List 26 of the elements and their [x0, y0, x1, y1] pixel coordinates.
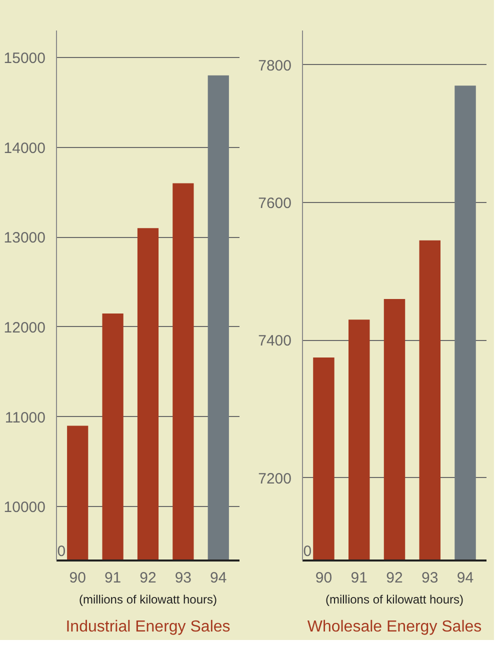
annotation: 0	[303, 543, 312, 560]
text: (millions of kilowatt hours)	[325, 592, 464, 606]
y-tick-label: 15000	[4, 50, 46, 67]
x-tick-label: 92	[386, 570, 403, 586]
x-tick-label: 94	[456, 570, 474, 586]
y-tick-label: 7800	[258, 57, 292, 74]
y-tick-label: 7600	[258, 195, 292, 212]
x-tick-label: 90	[315, 570, 332, 586]
y-tick-label: 11000	[4, 409, 46, 426]
text: Wholesale Energy Sales	[307, 618, 482, 636]
y-tick-label: 10000	[4, 499, 46, 516]
annotation: 0	[57, 543, 66, 560]
y-tick-label: 12000	[4, 319, 46, 336]
x-tick-label: 92	[140, 570, 156, 586]
y-tick-label: 13000	[4, 230, 46, 247]
text: Industrial Energy Sales	[66, 618, 230, 636]
y-tick-label: 14000	[4, 140, 46, 157]
y-tick-label: 7200	[258, 470, 292, 488]
x-tick-label: 91	[350, 570, 368, 586]
x-tick-label: 93	[422, 570, 438, 586]
y-tick-label: 7400	[258, 332, 292, 350]
x-tick-label: 91	[104, 570, 122, 586]
x-tick-label: 94	[210, 570, 227, 586]
text: (millions of kilowatt hours)	[78, 592, 218, 606]
x-tick-label: 93	[174, 570, 192, 586]
x-tick-label: 90	[69, 570, 86, 586]
